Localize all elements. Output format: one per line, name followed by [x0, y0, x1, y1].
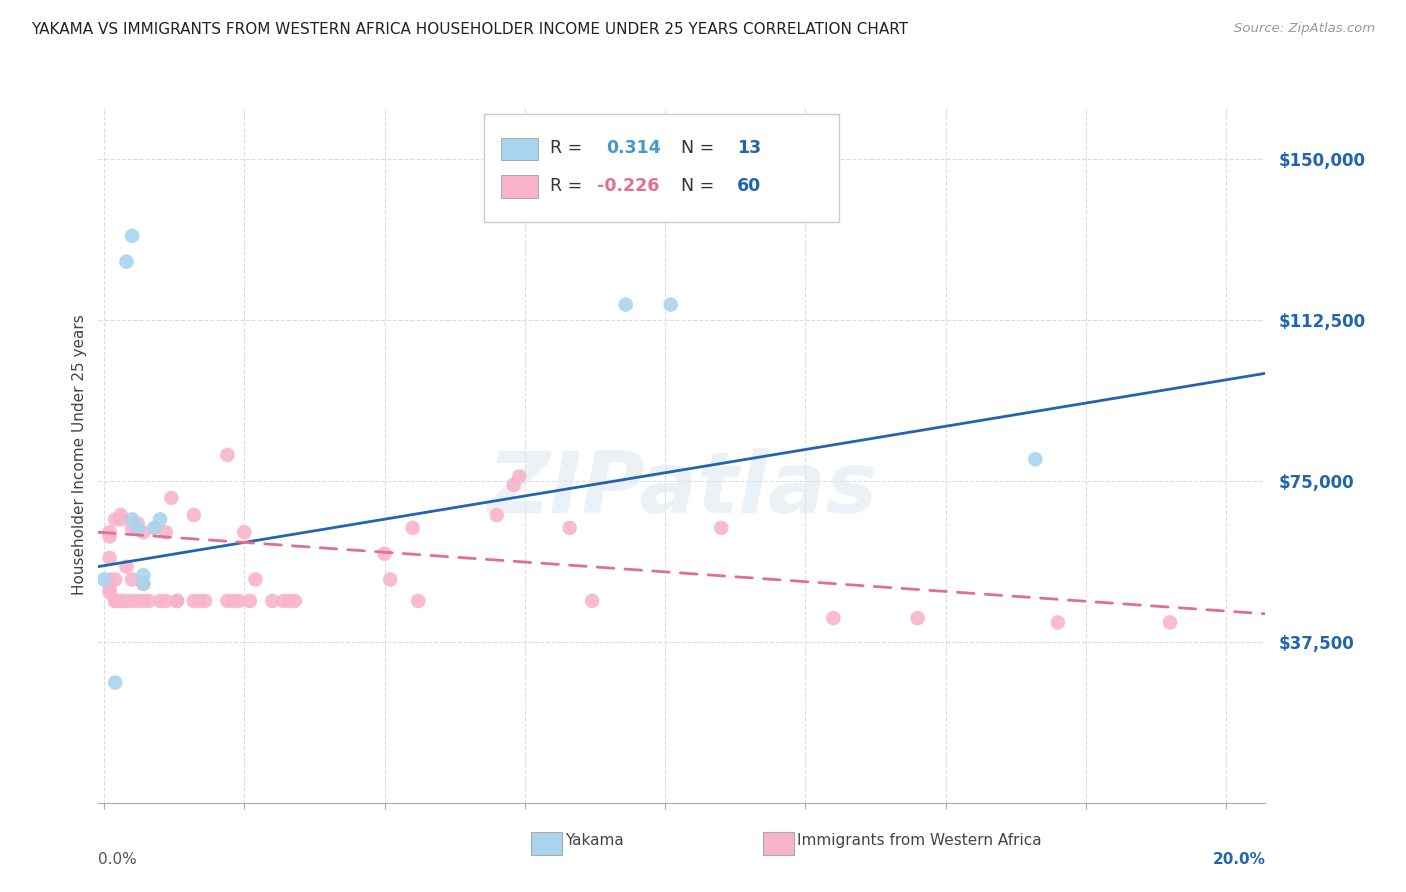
Point [121, 512, 143, 526]
Text: YAKAMA VS IMMIGRANTS FROM WESTERN AFRICA HOUSEHOLDER INCOME UNDER 25 YEARS CORRE: YAKAMA VS IMMIGRANTS FROM WESTERN AFRICA… [31, 22, 908, 37]
Point [121, 594, 143, 608]
Text: Yakama: Yakama [565, 833, 624, 847]
Point [110, 594, 132, 608]
Point [104, 573, 127, 587]
FancyBboxPatch shape [501, 138, 538, 161]
Text: N =: N = [681, 177, 720, 194]
Text: R =: R = [550, 177, 588, 194]
Text: 60: 60 [737, 177, 761, 194]
Point [115, 559, 138, 574]
Point [401, 521, 423, 535]
Point [104, 594, 127, 608]
Point [1024, 452, 1046, 467]
Point [98, 551, 121, 566]
Point [104, 512, 127, 526]
Text: Immigrants from Western Africa: Immigrants from Western Africa [797, 833, 1042, 847]
Point [378, 573, 402, 587]
Point [155, 525, 177, 540]
Point [98, 529, 121, 543]
FancyBboxPatch shape [484, 114, 839, 222]
Point [374, 547, 396, 561]
Point [155, 594, 177, 608]
Point [217, 594, 239, 608]
Text: N =: N = [681, 139, 720, 157]
Text: R =: R = [550, 139, 588, 157]
Point [127, 516, 149, 531]
Point [104, 675, 127, 690]
FancyBboxPatch shape [501, 176, 538, 198]
Point [508, 469, 530, 483]
Point [115, 254, 138, 268]
Point [284, 594, 307, 608]
Point [93, 573, 115, 587]
Point [115, 594, 138, 608]
Point [166, 594, 188, 608]
Point [104, 594, 127, 608]
Y-axis label: Householder Income Under 25 years: Householder Income Under 25 years [72, 315, 87, 595]
Point [149, 512, 172, 526]
Point [485, 508, 508, 522]
Point [222, 594, 245, 608]
Point [217, 448, 239, 462]
Text: 20.0%: 20.0% [1212, 852, 1265, 867]
Point [239, 594, 262, 608]
Point [823, 611, 845, 625]
Point [558, 521, 581, 535]
Text: 0.314: 0.314 [606, 139, 661, 157]
Point [581, 594, 603, 608]
Text: ZIPatlas: ZIPatlas [486, 448, 877, 532]
Point [98, 573, 121, 587]
Point [110, 508, 132, 522]
Point [262, 594, 284, 608]
Point [132, 594, 155, 608]
Point [127, 594, 149, 608]
Text: 0.0%: 0.0% [98, 852, 138, 867]
Point [132, 568, 155, 582]
Point [138, 594, 160, 608]
Point [149, 594, 172, 608]
Point [406, 594, 429, 608]
Point [143, 521, 166, 535]
Point [98, 581, 121, 595]
Point [1046, 615, 1069, 630]
Point [160, 491, 183, 505]
Text: 13: 13 [737, 139, 761, 157]
Point [132, 576, 155, 591]
Text: -0.226: -0.226 [596, 177, 659, 194]
Point [98, 585, 121, 599]
Point [245, 573, 267, 587]
Point [194, 594, 217, 608]
Point [98, 525, 121, 540]
Point [278, 594, 301, 608]
Point [110, 512, 132, 526]
Point [132, 525, 155, 540]
Point [659, 297, 682, 311]
Point [183, 594, 205, 608]
Point [127, 521, 149, 535]
Point [110, 594, 132, 608]
Point [143, 521, 166, 535]
Point [183, 508, 205, 522]
Text: Source: ZipAtlas.com: Source: ZipAtlas.com [1234, 22, 1375, 36]
Point [710, 521, 733, 535]
Point [502, 478, 524, 492]
Point [121, 573, 143, 587]
Point [273, 594, 295, 608]
Point [614, 297, 637, 311]
Point [1159, 615, 1181, 630]
Point [121, 521, 143, 535]
Point [132, 576, 155, 591]
Point [166, 594, 188, 608]
Point [228, 594, 250, 608]
Point [907, 611, 929, 625]
Point [233, 525, 256, 540]
Point [121, 228, 143, 243]
Point [188, 594, 211, 608]
